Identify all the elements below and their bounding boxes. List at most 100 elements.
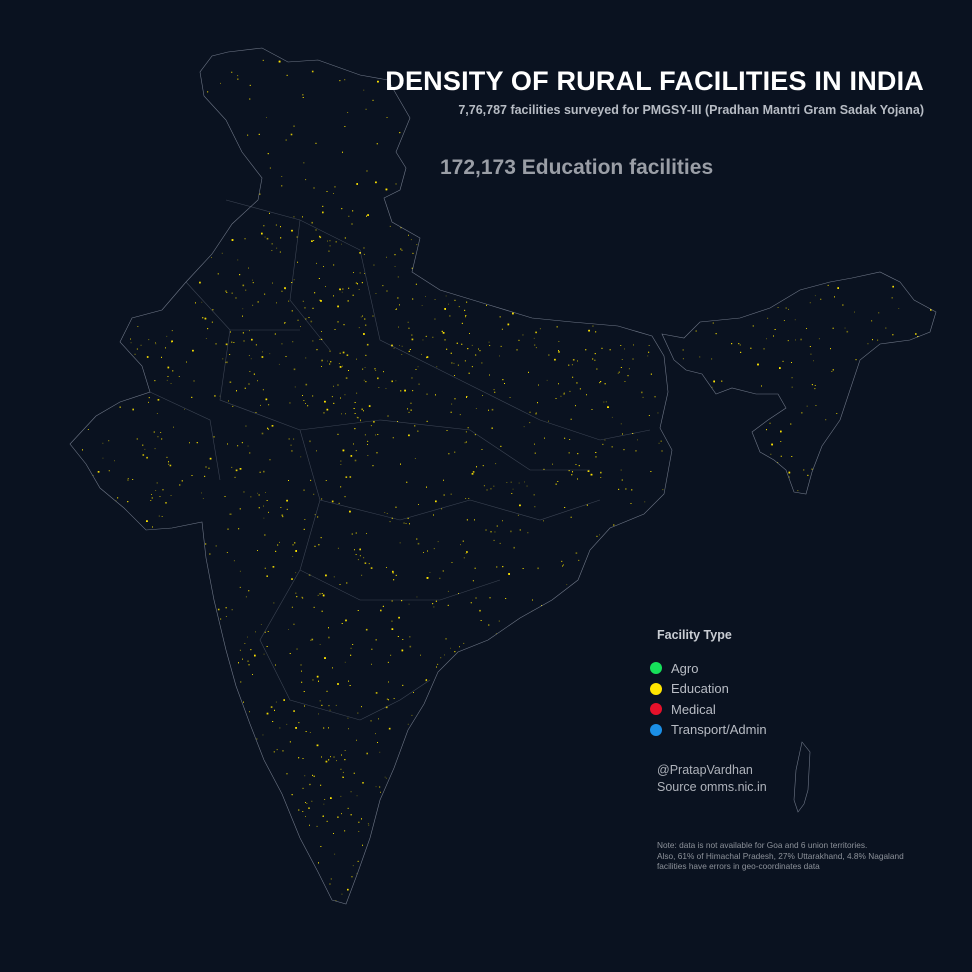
facility-point [211,321,213,323]
facility-point [406,481,408,483]
facility-point [439,577,441,579]
facility-point [377,434,379,435]
facility-point [252,279,253,281]
facility-point [281,185,283,187]
facility-point [148,397,150,399]
facility-point [358,821,360,823]
facility-point [303,400,305,401]
facility-point [211,321,213,323]
facility-point [446,430,448,431]
facility-point [168,463,170,465]
facility-point [585,349,587,351]
facility-point [231,239,234,241]
facility-point [342,365,343,367]
facility-point [459,646,460,648]
facility-point [330,756,331,758]
facility-point [391,628,394,630]
facility-point [395,309,397,310]
facility-point [160,432,162,433]
facility-point [255,412,257,413]
facility-point [502,520,503,522]
facility-point [564,507,566,508]
facility-point [413,692,414,693]
facility-point [251,338,253,341]
facility-point [249,711,250,713]
facility-point [117,497,119,499]
facility-point [87,429,89,430]
facility-point [814,388,816,390]
facility-point [300,664,302,666]
facility-point [255,344,257,346]
facility-point [766,338,767,340]
facility-point [454,299,456,301]
facility-point [328,250,330,252]
facility-point [156,413,158,414]
facility-point [385,706,388,709]
facility-point [239,570,241,572]
facility-point [814,388,816,390]
facility-point [544,437,545,439]
facility-point [814,295,816,297]
facility-point [898,308,900,309]
facility-point [463,557,465,559]
facility-point [271,243,273,245]
facility-point [493,539,495,541]
facility-point [537,402,538,404]
facility-point [319,235,321,237]
facility-point [276,749,278,751]
facility-point [787,340,789,342]
facility-point [771,443,773,446]
facility-point [278,60,281,63]
facility-point [333,756,335,758]
facility-point [388,681,389,683]
facility-point [346,582,348,584]
facility-point [127,479,129,481]
legend-list: Agro Education Medical Transport/Admin [650,658,767,740]
facility-point [596,535,598,537]
facility-point [136,348,138,350]
facility-point [268,404,270,406]
facility-point [293,623,295,625]
facility-point [800,338,802,341]
facility-point [370,720,372,722]
facility-point [304,705,305,707]
facility-point [354,402,356,403]
facility-point [325,286,326,287]
facility-point [365,628,368,631]
facility-point [262,59,264,61]
legend-item-education[interactable]: Education [650,679,767,700]
facility-point [309,440,311,443]
facility-point [354,549,355,551]
facility-point [255,344,257,346]
facility-point [357,417,359,419]
facility-point [333,756,335,758]
facility-point [820,298,822,300]
facility-point [341,243,342,245]
facility-point [312,679,314,681]
facility-point [436,666,437,668]
facility-point [356,739,357,741]
facility-point [407,723,409,725]
facility-point [818,338,820,340]
facility-point [401,249,403,251]
facility-point [274,709,275,711]
facility-point [329,709,331,711]
facility-point [136,438,138,440]
facility-point [465,498,467,499]
facility-point [457,364,459,366]
facility-point [524,481,525,483]
legend-item-medical[interactable]: Medical [650,699,767,720]
facility-point [293,438,295,440]
legend-item-transport-admin[interactable]: Transport/Admin [650,720,767,741]
facility-point [806,328,807,329]
facility-point [405,523,407,524]
facility-point [321,331,322,332]
facility-point [227,528,229,530]
facility-point [302,787,304,789]
facility-point [283,699,285,701]
facility-point [482,465,484,467]
facility-point [350,814,352,816]
legend-item-agro[interactable]: Agro [650,658,767,679]
facility-point [362,315,363,317]
facility-point [273,751,275,753]
